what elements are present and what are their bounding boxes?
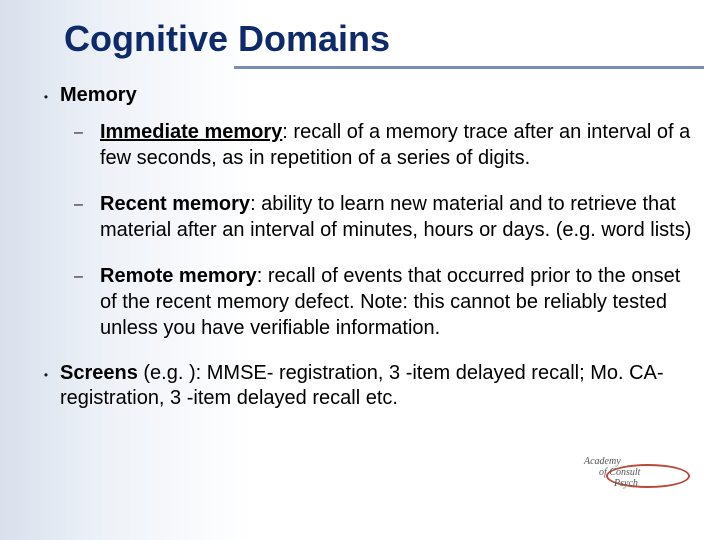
dash-icon: –	[74, 119, 100, 142]
memory-sublist: – Immediate memory: recall of a memory t…	[74, 119, 692, 341]
screens-row: • Screens (e.g. ): MMSE- registration, 3…	[32, 361, 692, 412]
slide-title: Cognitive Domains	[64, 18, 692, 60]
bullet-icon: •	[32, 83, 60, 104]
memory-item-body: Recent memory: ability to learn new mate…	[100, 191, 692, 243]
memory-term: Recent memory	[100, 193, 250, 215]
memory-term: Remote memory	[100, 265, 257, 287]
memory-heading-row: • Memory	[32, 83, 692, 109]
memory-item: – Remote memory: recall of events that o…	[74, 263, 692, 341]
memory-item: – Recent memory: ability to learn new ma…	[74, 191, 692, 243]
memory-term: Immediate memory	[100, 121, 282, 143]
logo-text: Academy of Consult Psych	[584, 456, 640, 489]
academy-logo: Academy of Consult Psych	[584, 456, 694, 496]
dash-icon: –	[74, 263, 100, 286]
dash-icon: –	[74, 191, 100, 214]
memory-item-body: Immediate memory: recall of a memory tra…	[100, 119, 692, 171]
screens-heading: Screens	[60, 362, 138, 384]
memory-item-body: Remote memory: recall of events that occ…	[100, 263, 692, 341]
screens-text: (e.g. ): MMSE- registration, 3 -item del…	[60, 362, 664, 410]
screens-body: Screens (e.g. ): MMSE- registration, 3 -…	[60, 361, 692, 412]
title-underline	[234, 66, 704, 69]
content: • Memory – Immediate memory: recall of a…	[32, 83, 692, 412]
memory-item: – Immediate memory: recall of a memory t…	[74, 119, 692, 171]
memory-heading: Memory	[60, 84, 137, 106]
slide: Cognitive Domains • Memory – Immediate m…	[0, 0, 720, 540]
bullet-icon: •	[32, 361, 60, 382]
title-block: Cognitive Domains	[64, 18, 692, 69]
